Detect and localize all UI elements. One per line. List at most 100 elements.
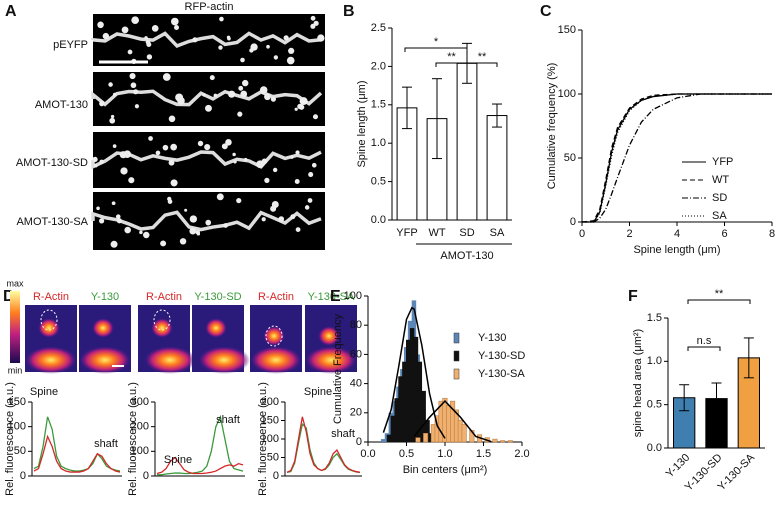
heat-blob [263, 326, 285, 346]
spine-blob [121, 26, 129, 34]
bar [486, 115, 508, 221]
heat-blob [25, 346, 77, 374]
spine-blob [250, 43, 258, 51]
panel-title: RFP-actin [185, 1, 234, 13]
spine-blob [146, 54, 153, 60]
x-tick-label: YFP [396, 227, 417, 239]
y-tick-label: 150 [8, 396, 26, 408]
spine-blob [110, 240, 118, 248]
spine-blob [170, 17, 179, 26]
colorbar-label: max [6, 278, 24, 288]
y-tick-label: 80 [350, 319, 362, 331]
y-tick-label: 0.0 [647, 442, 662, 454]
row-label: pEYFP [53, 39, 88, 51]
y-tick-label: 40 [350, 378, 362, 390]
heat-blob [38, 318, 60, 338]
spine-blob [189, 227, 197, 235]
spine-blob [240, 57, 245, 63]
line [157, 414, 244, 476]
spine-blob [148, 136, 153, 141]
x-tick-label: WT [428, 227, 445, 239]
y-tick-label: 100 [131, 445, 149, 457]
spine-blob [195, 229, 201, 235]
roi [40, 309, 58, 331]
spine-blob [192, 37, 198, 43]
group-label: AMOT-130 [440, 250, 493, 262]
spine-blob [219, 16, 224, 22]
spine-blob [261, 217, 266, 222]
y-tick-label: 0 [143, 470, 149, 482]
spine-blob [205, 219, 212, 226]
hist-bar [394, 398, 399, 442]
micrograph [93, 132, 325, 188]
fit-curve [413, 400, 492, 443]
sig-label: * [434, 36, 439, 48]
spine-blob [290, 155, 294, 159]
panel-letter: A [5, 3, 17, 20]
y-tick-label: 200 [261, 396, 279, 408]
channel-label: Y-130-SA [308, 291, 355, 303]
image-rows [91, 14, 325, 250]
spine-blob [225, 139, 232, 146]
hist-bar [492, 438, 498, 443]
line [581, 93, 772, 223]
sig-bracket [404, 47, 468, 52]
sig-label: ** [447, 51, 456, 63]
spine-blob [112, 92, 117, 97]
spine-blob [202, 93, 206, 97]
spine-blob [98, 218, 105, 224]
spine-blob [272, 167, 278, 173]
x-tick-label: 4 [674, 228, 680, 240]
spine-blob [238, 85, 244, 91]
y-tick-label: 100 [558, 88, 576, 100]
heat-blob [92, 318, 114, 338]
x-tick-label: SD [459, 227, 474, 239]
panel-letter: F [628, 288, 638, 305]
x-tick-label: 6 [721, 228, 727, 240]
spine-blob [102, 32, 110, 40]
x-tick-label: 0.0 [360, 448, 375, 460]
hist-bar [413, 336, 419, 442]
heat-blob [205, 318, 227, 338]
annotation: Spine [164, 454, 192, 466]
heat-blob [318, 326, 340, 346]
channel-label: R-Actin [146, 291, 182, 303]
spine-blob [283, 35, 289, 41]
panel-letter: D [3, 288, 15, 305]
spine-blob [295, 227, 301, 232]
y-tick-label: 2.0 [371, 60, 386, 72]
spine-blob [290, 214, 296, 220]
hist-bar [386, 434, 392, 442]
spine-blob [168, 159, 175, 166]
hist-bar [402, 361, 407, 442]
spine-blob [151, 25, 159, 32]
annotation: shaft [331, 428, 355, 440]
heatmaps: R-Actin Y-130 R-Actin Y-130-SD R-Actin Y-130-… [25, 291, 357, 374]
hist-bar [500, 440, 506, 443]
spine-blob [124, 226, 131, 234]
x-axis-label: Bin centers (μm²) [403, 464, 488, 476]
spine-blob [270, 96, 277, 102]
legend-label: SA [712, 210, 727, 222]
spine-blob [278, 216, 285, 222]
hist-bar [398, 376, 403, 442]
y-tick-label: 0.5 [371, 176, 386, 188]
hist-bar [423, 432, 429, 443]
heat-blob [79, 346, 131, 374]
spine-blob [311, 162, 317, 168]
spine-blob [299, 97, 308, 106]
y-tick-label: 0 [20, 470, 26, 482]
spine-blob [286, 56, 295, 65]
x-tick-label: 2 [626, 228, 632, 240]
hist-bar [417, 361, 423, 442]
spine-blob [307, 198, 313, 203]
hist-bar [409, 328, 415, 442]
line [286, 416, 361, 473]
hist-bar [425, 420, 430, 442]
spine-blob [112, 144, 117, 148]
spine-blob [130, 82, 137, 89]
y-axis-label: Rel. fluorescence (a.u.) [127, 382, 139, 496]
line [582, 93, 772, 223]
y-tick-label: 1.0 [647, 355, 662, 367]
